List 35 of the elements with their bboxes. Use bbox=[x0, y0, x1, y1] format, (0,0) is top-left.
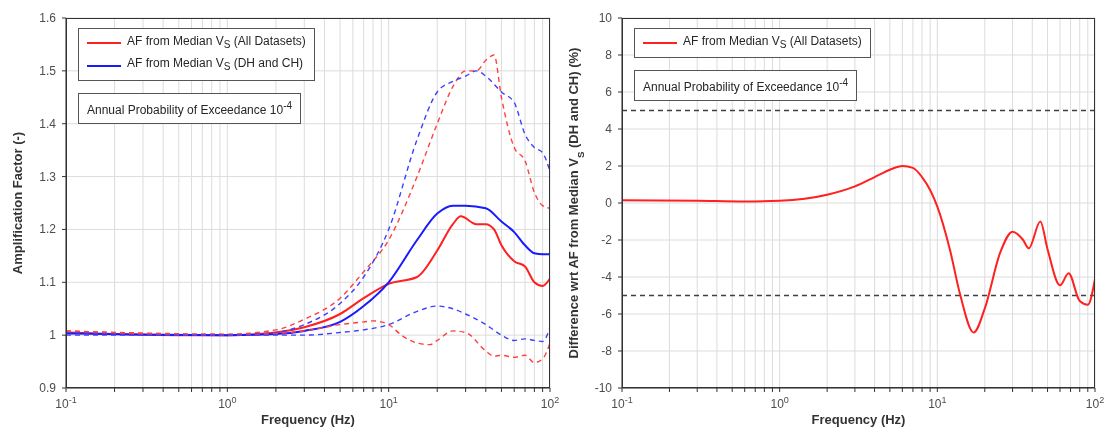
x-tick-label: 10$^{-1}$ bbox=[611, 395, 633, 411]
x-tick-label: 10$^{2}$ bbox=[540, 395, 560, 411]
y-tick-label: -2 bbox=[601, 233, 613, 247]
annotation: Annual Probability of Exceedance 10$^{-4}$ bbox=[634, 70, 858, 102]
y-tick-label: 1.4 bbox=[39, 116, 57, 131]
y-tick-label: 1.5 bbox=[39, 63, 57, 78]
y-tick-label: 1.2 bbox=[39, 222, 57, 237]
x-tick-label: 10$^{0}$ bbox=[770, 395, 789, 411]
x-axis-title: Frequency (Hz) bbox=[811, 412, 906, 427]
y-tick-label: 8 bbox=[605, 48, 613, 62]
annotation: Annual Probability of Exceedance 10$^{-4}$ bbox=[78, 92, 302, 124]
y-tick-label: 1.3 bbox=[39, 169, 57, 184]
y-tick-label: -6 bbox=[601, 307, 613, 321]
y-tick-label: 6 bbox=[605, 85, 613, 99]
y-tick-label: 1.6 bbox=[39, 11, 57, 25]
y-tick-label: 1.1 bbox=[39, 275, 57, 290]
y-tick-label: -4 bbox=[601, 270, 613, 284]
y-tick-label: -10 bbox=[594, 381, 613, 395]
y-tick-label: 0.9 bbox=[39, 381, 57, 395]
x-axis-title: Frequency (Hz) bbox=[261, 412, 355, 427]
y-tick-label: -8 bbox=[601, 344, 613, 358]
x-tick-label: 10$^{2}$ bbox=[1085, 395, 1105, 411]
y-tick-label: 10 bbox=[598, 11, 613, 25]
y-tick-label: 2 bbox=[605, 159, 613, 173]
legend-label: AF from Median V$_{S}$ (All Datasets) bbox=[683, 33, 862, 53]
x-tick-label: 10$^{-1}$ bbox=[55, 395, 77, 411]
legend-label: AF from Median V$_{S}$ (All Datasets) bbox=[127, 33, 306, 53]
x-tick-label: 10$^{1}$ bbox=[928, 395, 947, 411]
legend-label: AF from Median V$_{S}$ (DH and CH) bbox=[127, 55, 304, 75]
y-tick-label: 0 bbox=[605, 196, 613, 210]
y-tick-label: 4 bbox=[605, 122, 613, 136]
x-tick-label: 10$^{0}$ bbox=[218, 395, 237, 411]
y-axis-title: Amplification Factor (-) bbox=[10, 131, 25, 275]
y-tick-label: 1 bbox=[49, 328, 57, 343]
x-tick-label: 10$^{1}$ bbox=[379, 395, 398, 411]
